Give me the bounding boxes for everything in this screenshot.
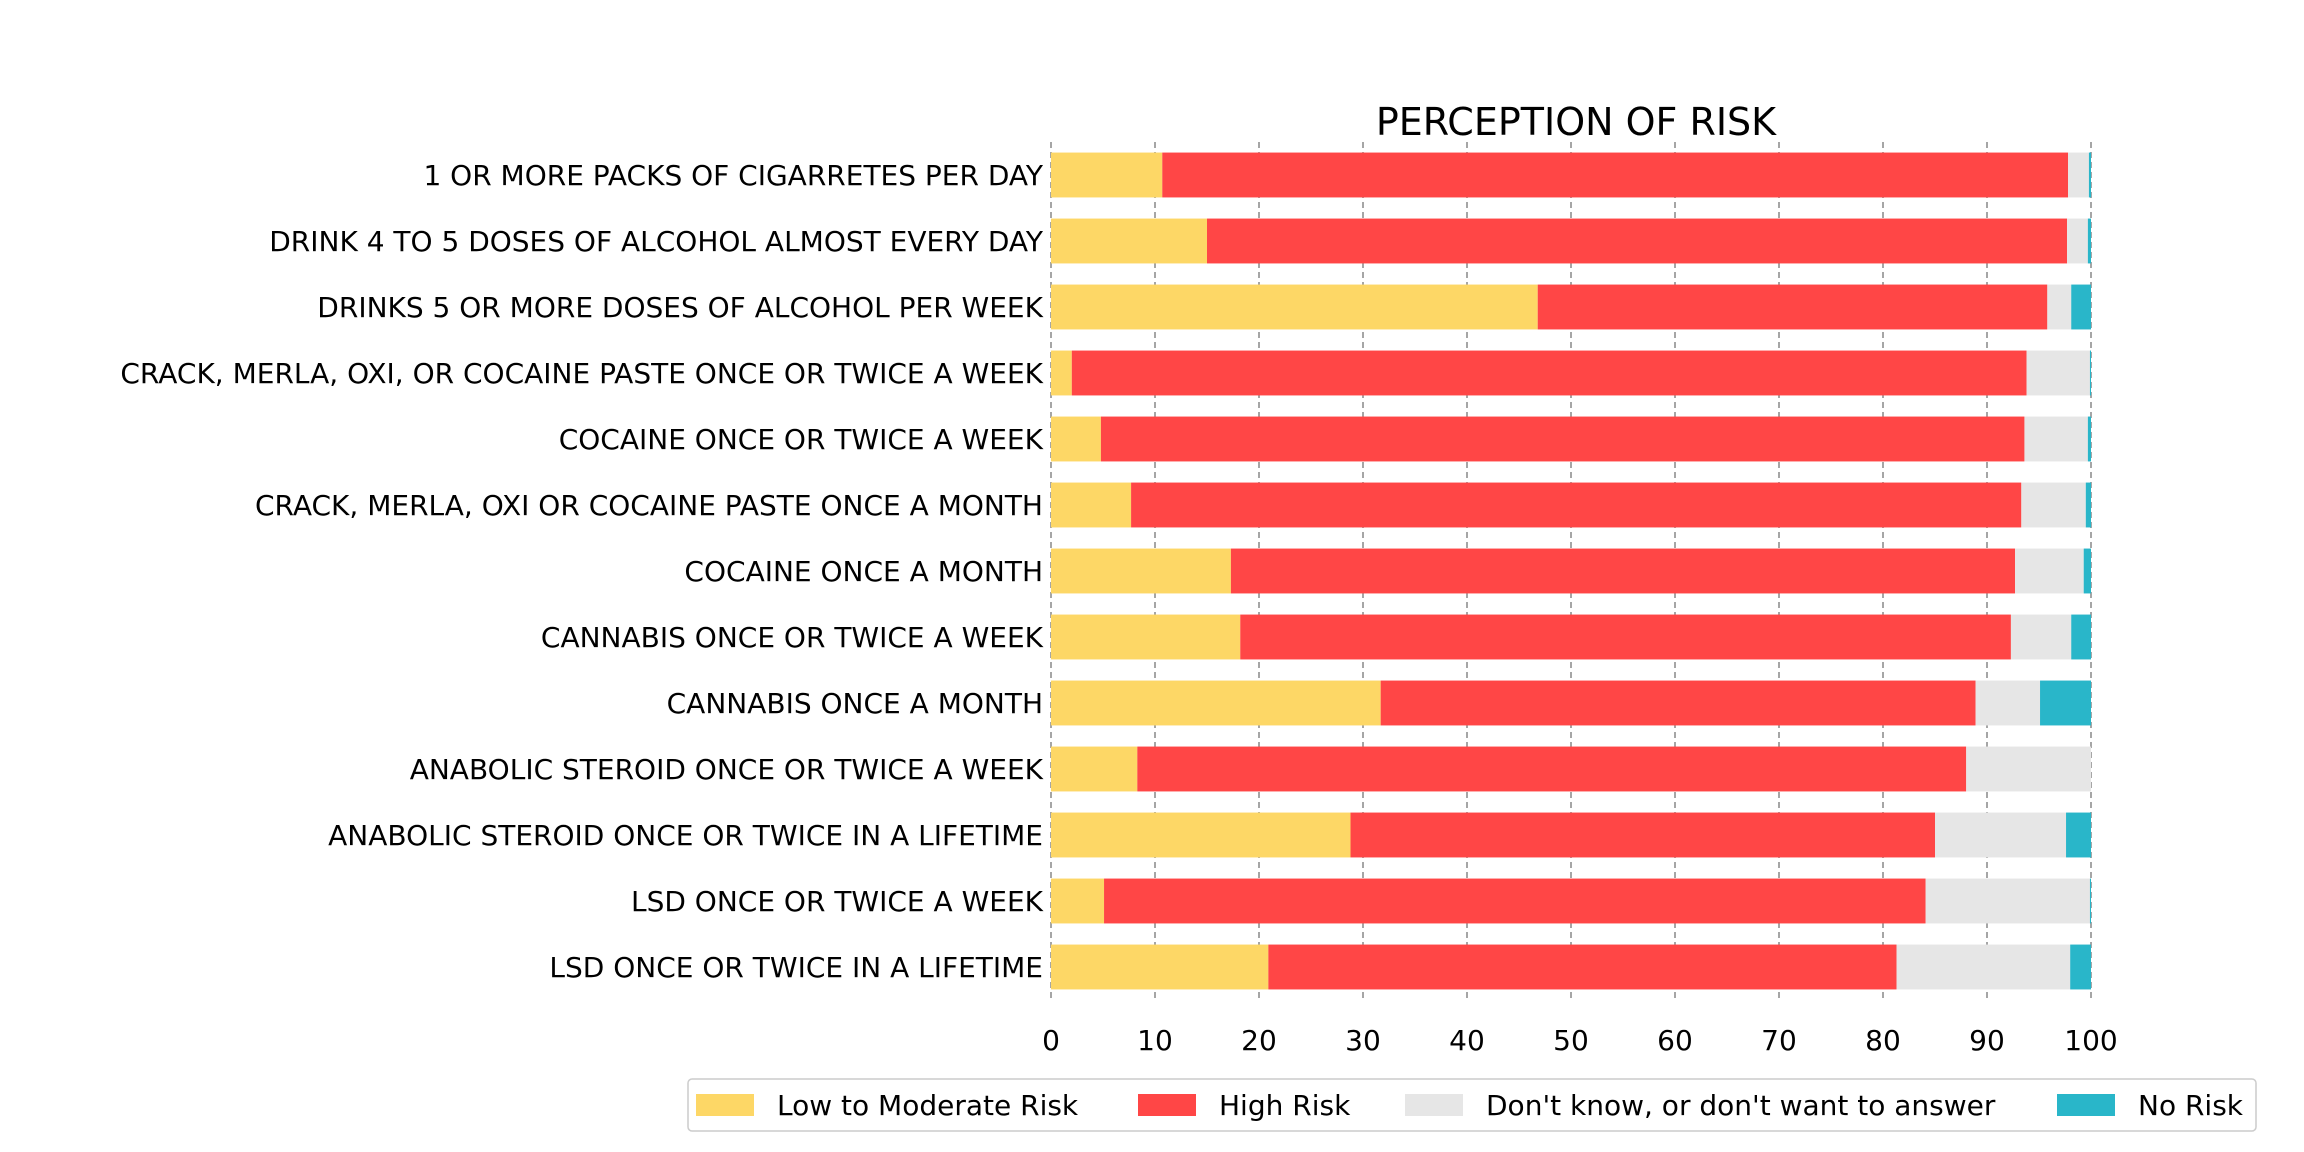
category-labels: 1 OR MORE PACKS OF CIGARRETES PER DAY DRI… <box>120 159 1044 984</box>
bar-segment <box>1131 482 2022 528</box>
bar-segment <box>2085 482 2091 528</box>
bar-segment <box>1051 482 1132 528</box>
bar-segment <box>1966 746 2091 792</box>
category-label: DRINK 4 TO 5 DOSES OF ALCOHOL ALMOST EVE… <box>269 225 1044 258</box>
legend-swatch <box>1405 1094 1463 1116</box>
bar-segment <box>1051 680 1381 726</box>
bar-segment <box>1162 152 2069 198</box>
chart-title: PERCEPTION OF RISK <box>1376 100 1777 144</box>
legend-label: No Risk <box>2138 1089 2244 1122</box>
bar-segment <box>2047 284 2072 330</box>
category-label: 1 OR MORE PACKS OF CIGARRETES PER DAY <box>423 159 1043 192</box>
bar-segment <box>1137 746 1967 792</box>
bar-segment <box>2026 350 2090 396</box>
bar-segment <box>1051 152 1163 198</box>
bar-segment <box>2071 614 2091 660</box>
x-tick-label: 100 <box>2064 1024 2117 1057</box>
bar-segment <box>2066 812 2091 858</box>
bar-segment <box>1350 812 1935 858</box>
x-tick-label: 10 <box>1137 1024 1173 1057</box>
bar-segment <box>1537 284 2048 330</box>
bars <box>1051 152 2091 990</box>
bar-segment <box>1071 350 2027 396</box>
legend-label: Don't know, or don't want to answer <box>1486 1089 1996 1122</box>
category-label: CRACK, MERLA, OXI OR COCAINE PASTE ONCE … <box>255 489 1043 522</box>
x-tick-label: 40 <box>1449 1024 1485 1057</box>
x-tick-label: 60 <box>1657 1024 1693 1057</box>
bar-segment <box>1051 614 1241 660</box>
bar-segment <box>1975 680 2041 726</box>
bar-segment <box>2010 614 2072 660</box>
bar-segment <box>1100 416 2025 462</box>
bar-segment <box>2083 548 2091 594</box>
x-tick-label: 30 <box>1345 1024 1381 1057</box>
bar-segment <box>1925 878 2090 924</box>
bar-segment <box>2070 944 2091 990</box>
bar-segment <box>1051 812 1351 858</box>
bar-segment <box>2089 878 2091 924</box>
bar-segment <box>1268 944 1897 990</box>
legend-label: Low to Moderate Risk <box>777 1089 1079 1122</box>
legend-label: High Risk <box>1219 1089 1351 1122</box>
bar-segment <box>2021 482 2086 528</box>
category-label: COCAINE ONCE A MONTH <box>684 555 1043 588</box>
bar-segment <box>2088 152 2091 198</box>
bar-segment <box>2040 680 2091 726</box>
category-label: COCAINE ONCE OR TWICE A WEEK <box>559 423 1044 456</box>
legend-box <box>687 1078 2257 1132</box>
x-tick-label: 70 <box>1761 1024 1797 1057</box>
bar-segment <box>1935 812 2067 858</box>
bar-segment <box>2089 350 2091 396</box>
legend-swatch <box>1138 1094 1196 1116</box>
bar-segment <box>2067 218 2088 264</box>
bar-segment <box>2087 218 2091 264</box>
bar-segment <box>1051 878 1105 924</box>
bar-segment <box>2068 152 2089 198</box>
bar-segment <box>1051 944 1269 990</box>
bar-segment <box>1896 944 2071 990</box>
bar-segment <box>1051 350 1072 396</box>
category-label: CANNABIS ONCE A MONTH <box>667 687 1043 720</box>
bar-segment <box>1240 614 2011 660</box>
legend: Low to Moderate Risk High Risk Don't know,… <box>687 1078 2257 1132</box>
bar-segment <box>1207 218 2068 264</box>
category-label: DRINKS 5 OR MORE DOSES OF ALCOHOL PER WE… <box>317 291 1043 324</box>
x-tick-label: 90 <box>1969 1024 2005 1057</box>
bar-segment <box>1051 284 1538 330</box>
category-label: CRACK, MERLA, OXI, OR COCAINE PASTE ONCE… <box>120 357 1043 390</box>
bar-segment <box>1051 746 1138 792</box>
x-tick-label: 0 <box>1042 1024 1060 1057</box>
legend-swatch <box>696 1094 754 1116</box>
category-label: LSD ONCE OR TWICE IN A LIFETIME <box>549 951 1043 984</box>
x-tick-label: 50 <box>1553 1024 1589 1057</box>
x-tick-label: 80 <box>1865 1024 1901 1057</box>
category-label: LSD ONCE OR TWICE A WEEK <box>631 885 1044 918</box>
x-axis-ticks: 0 10 20 30 40 50 60 70 80 90 100 <box>1042 1024 2118 1057</box>
bar-segment <box>1051 416 1101 462</box>
bar-segment <box>1051 218 1207 264</box>
bar-segment <box>2015 548 2084 594</box>
bar-segment <box>2024 416 2088 462</box>
bar-segment <box>2087 416 2091 462</box>
category-label: ANABOLIC STEROID ONCE OR TWICE IN A LIFE… <box>328 819 1043 852</box>
legend-swatch <box>2057 1094 2115 1116</box>
bar-segment <box>1380 680 1976 726</box>
bar-segment <box>1230 548 2016 594</box>
bar-segment <box>2071 284 2091 330</box>
x-tick-label: 20 <box>1241 1024 1277 1057</box>
bar-segment <box>1104 878 1926 924</box>
bar-segment <box>1051 548 1231 594</box>
category-label: ANABOLIC STEROID ONCE OR TWICE A WEEK <box>410 753 1044 786</box>
category-label: CANNABIS ONCE OR TWICE A WEEK <box>541 621 1044 654</box>
